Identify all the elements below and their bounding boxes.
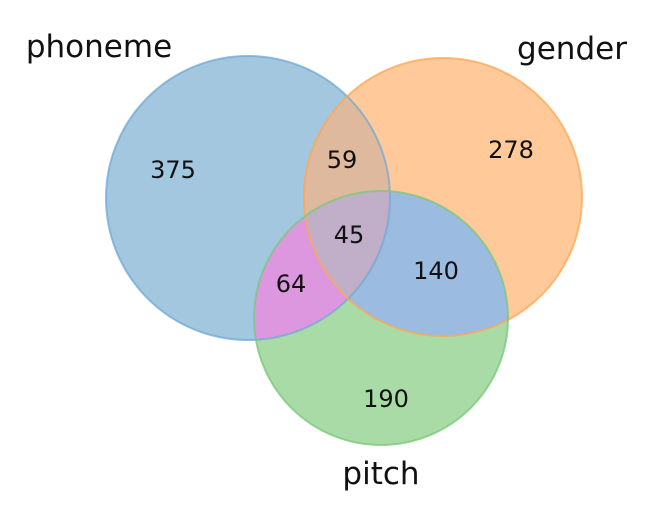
phoneme-circle-outline <box>105 55 391 341</box>
phoneme-only-value: 375 <box>150 156 196 184</box>
all-three-value: 45 <box>334 221 365 249</box>
gender-set-label: gender <box>517 31 627 67</box>
gender-only-value: 278 <box>488 136 534 164</box>
pitch-set-label: pitch <box>342 456 419 492</box>
phoneme-pitch-value: 64 <box>276 270 307 298</box>
gender-pitch-value: 140 <box>413 257 459 285</box>
phoneme-set-label: phoneme <box>26 29 172 65</box>
pitch-circle-outline <box>253 190 509 446</box>
phoneme-gender-value: 59 <box>327 146 358 174</box>
gender-circle-outline <box>303 57 583 337</box>
pitch-only-value: 190 <box>363 385 409 413</box>
